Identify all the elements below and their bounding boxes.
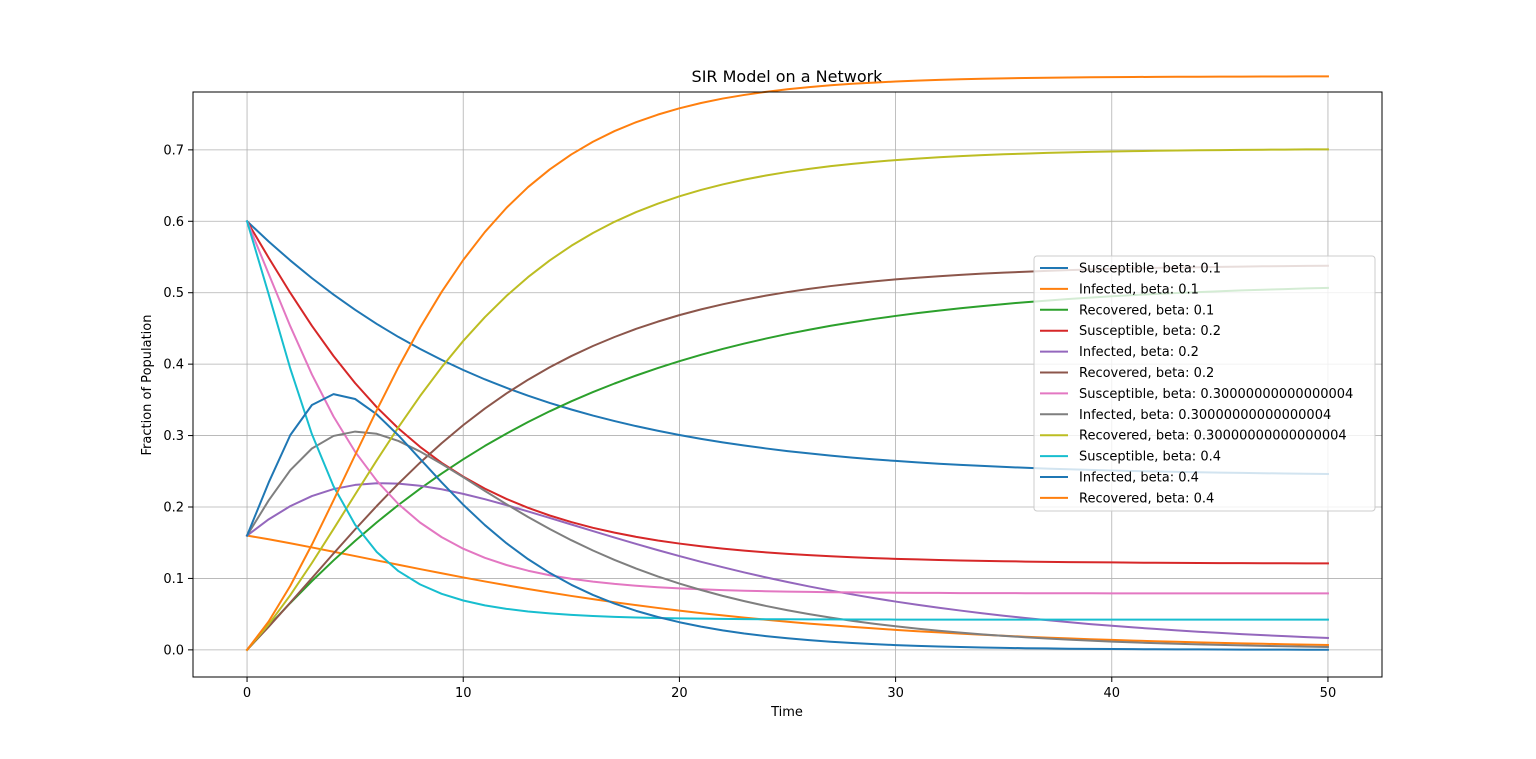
series-line-7 (245, 219, 1329, 595)
y-tick-label: 0.1 (163, 572, 184, 587)
x-tick-label: 10 (455, 686, 472, 701)
y-axis-ticks: 0.0 0.1 0.2 0.3 0.4 0.5 0.6 0.7 (163, 143, 193, 658)
legend-label: Susceptible, beta: 0.1 (1079, 262, 1221, 277)
legend-entries: Susceptible, beta: 0.1 Infected, beta: 0.… (1040, 262, 1353, 506)
legend: Susceptible, beta: 0.1 Infected, beta: 0.… (1033, 255, 1376, 512)
series-line-9 (245, 148, 1329, 652)
series-line-5 (245, 482, 1329, 640)
x-tick-label: 30 (887, 686, 904, 701)
series-line-2 (245, 534, 1329, 646)
y-tick-label: 0.4 (163, 358, 184, 373)
legend-label: Recovered, beta: 0.2 (1079, 366, 1214, 381)
y-tick-label: 0.0 (163, 643, 184, 658)
y-axis-label: Fraction of Population (140, 315, 155, 456)
x-tick-label: 20 (671, 686, 688, 701)
y-tick-label: 0.3 (163, 429, 184, 444)
legend-label: Susceptible, beta: 0.4 (1079, 450, 1221, 465)
x-tick-label: 0 (243, 686, 251, 701)
y-tick-label: 0.6 (163, 215, 184, 230)
legend-label: Infected, beta: 0.2 (1079, 345, 1199, 360)
legend-label: Recovered, beta: 0.30000000000000004 (1079, 429, 1347, 444)
legend-box (1033, 255, 1376, 512)
x-tick-label: 40 (1103, 686, 1120, 701)
legend-label: Recovered, beta: 0.4 (1079, 491, 1214, 506)
legend-label: Infected, beta: 0.1 (1079, 282, 1199, 297)
plot-area-frame (192, 91, 1383, 678)
y-tick-label: 0.7 (163, 143, 184, 158)
x-tick-label: 50 (1320, 686, 1337, 701)
x-axis-ticks: 0 10 20 30 40 50 (243, 677, 1336, 701)
x-axis-label: Time (770, 705, 803, 720)
legend-label: Susceptible, beta: 0.30000000000000004 (1079, 387, 1353, 402)
y-tick-label: 0.2 (163, 501, 184, 516)
legend-label: Susceptible, beta: 0.2 (1079, 324, 1221, 339)
chart-title: SIR Model on a Network (692, 67, 884, 86)
series-line-4 (245, 219, 1329, 565)
series-line-12 (245, 75, 1329, 652)
legend-label: Infected, beta: 0.4 (1079, 471, 1199, 486)
series-line-8 (245, 430, 1329, 648)
series-line-10 (245, 220, 1329, 621)
legend-label: Infected, beta: 0.30000000000000004 (1079, 408, 1331, 423)
legend-label: Recovered, beta: 0.1 (1079, 303, 1214, 318)
series-line-11 (245, 393, 1329, 651)
y-tick-label: 0.5 (163, 286, 184, 301)
